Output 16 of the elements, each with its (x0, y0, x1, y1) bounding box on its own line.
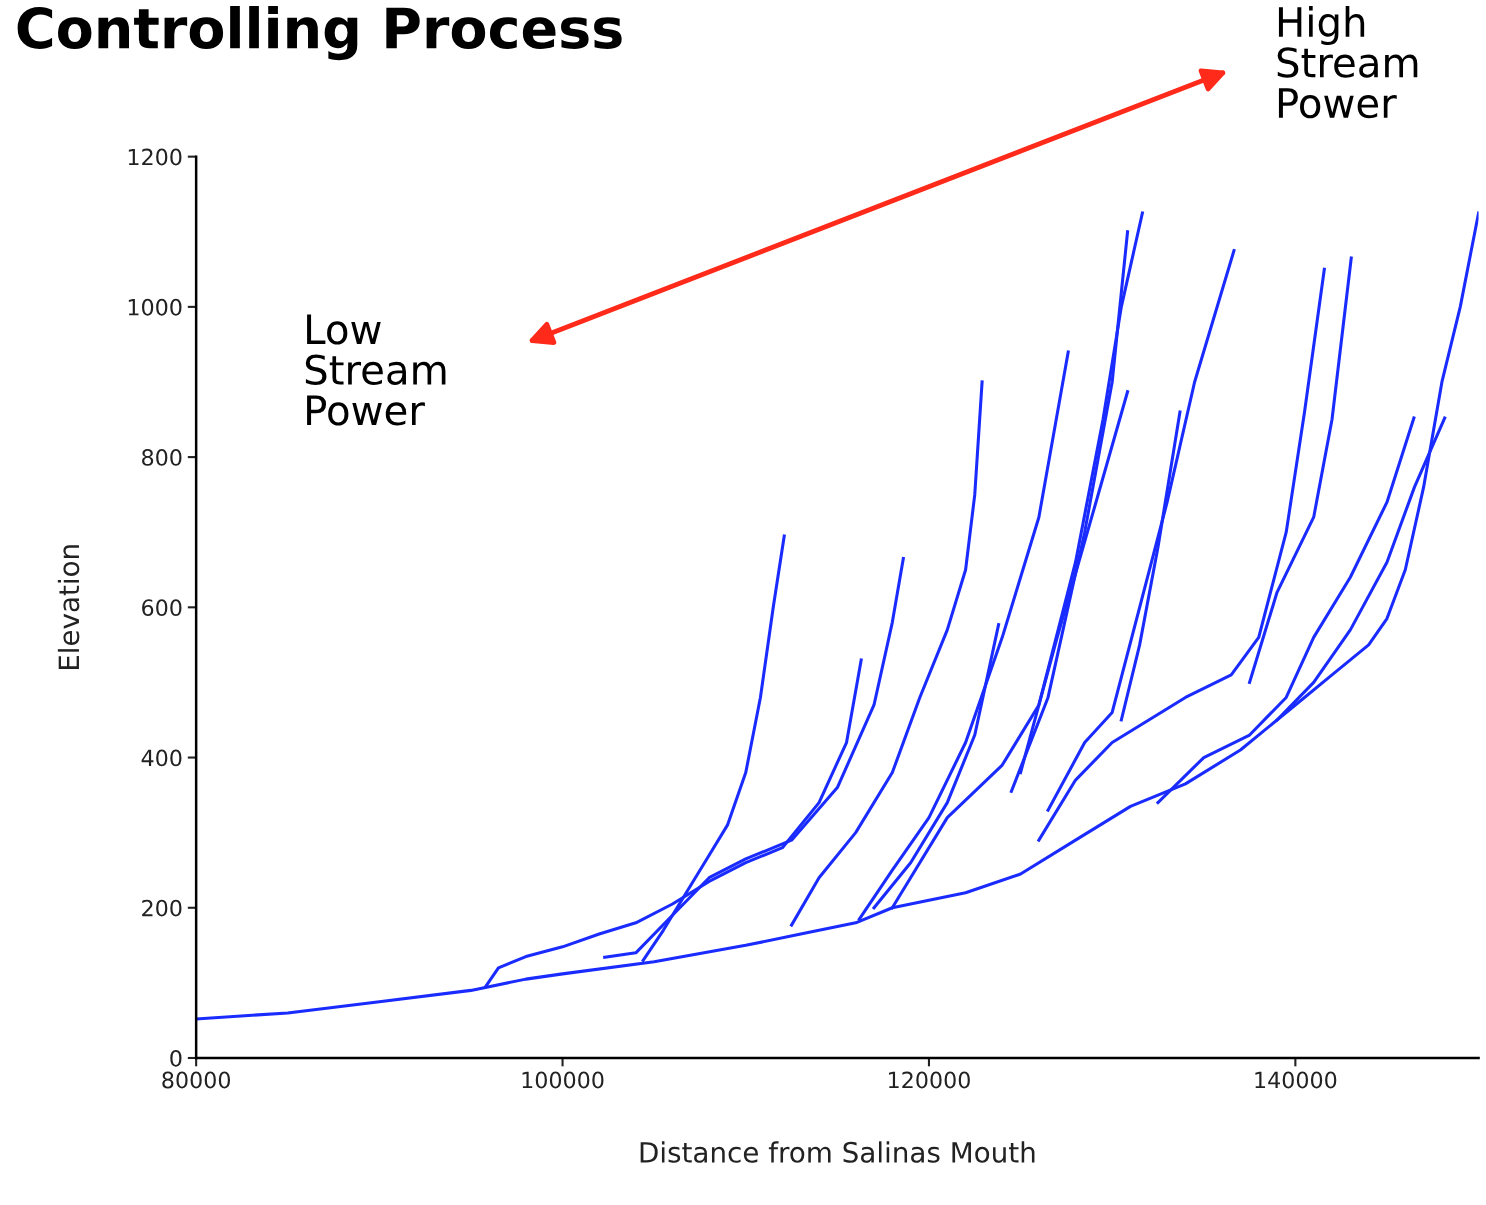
x-tick-label: 80000 (162, 1071, 231, 1089)
y-tick-label: 1000 (128, 298, 182, 316)
chart-title: Controlling Process (17, 6, 622, 61)
x-tick-label: 100000 (522, 1071, 604, 1089)
y-tick-label: 800 (142, 449, 182, 466)
x-tick-label: 140000 (1255, 1071, 1337, 1089)
y-axis-title: Elevation (57, 545, 80, 670)
text: High Stream Power (1277, 6, 1418, 119)
y-tick-label: 400 (141, 749, 182, 767)
annotation: Low Stream Power (305, 314, 446, 426)
y-tick-label: 0 (170, 1049, 182, 1067)
y-tick-label: 1200 (128, 148, 182, 166)
x-axis-title: Distance from Salinas Mouth (640, 1141, 1035, 1163)
y-tick-label: 600 (142, 599, 182, 617)
x-tick-label: 120000 (888, 1071, 970, 1089)
y-tick-label: 200 (142, 899, 182, 917)
